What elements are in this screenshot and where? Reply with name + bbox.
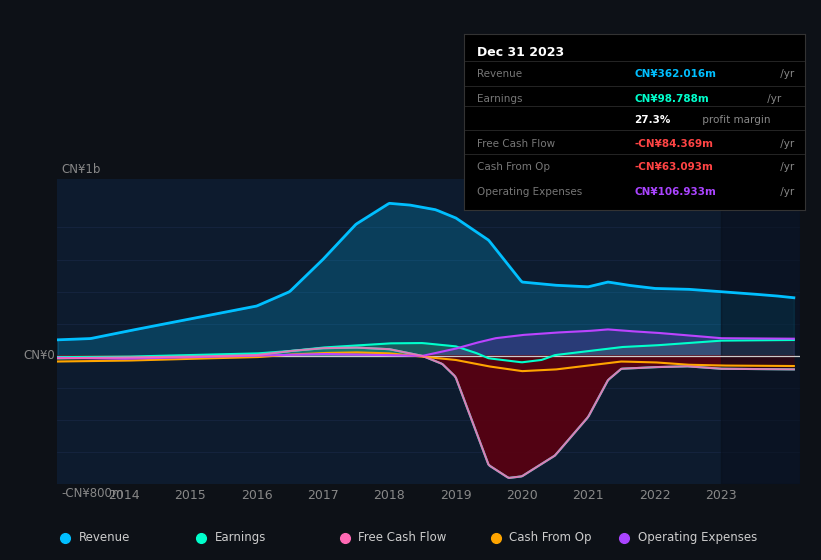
Bar <box>721 179 800 484</box>
Text: /yr: /yr <box>764 94 781 104</box>
Text: 2023: 2023 <box>705 489 736 502</box>
Text: CN¥0: CN¥0 <box>24 349 55 362</box>
Text: CN¥1b: CN¥1b <box>62 163 100 176</box>
Text: 2020: 2020 <box>506 489 538 502</box>
Text: /yr: /yr <box>777 187 794 197</box>
Text: 2018: 2018 <box>374 489 405 502</box>
Text: 2021: 2021 <box>572 489 604 502</box>
Text: Operating Expenses: Operating Expenses <box>478 187 583 197</box>
Text: /yr: /yr <box>777 162 794 172</box>
Text: 27.3%: 27.3% <box>635 115 671 125</box>
Text: Revenue: Revenue <box>79 531 131 544</box>
Text: Earnings: Earnings <box>478 94 523 104</box>
Text: Revenue: Revenue <box>478 69 523 79</box>
Text: -CN¥63.093m: -CN¥63.093m <box>635 162 713 172</box>
Text: /yr: /yr <box>777 69 794 79</box>
Text: Cash From Op: Cash From Op <box>478 162 551 172</box>
Text: CN¥106.933m: CN¥106.933m <box>635 187 716 197</box>
Text: CN¥362.016m: CN¥362.016m <box>635 69 716 79</box>
Text: 2016: 2016 <box>241 489 273 502</box>
Text: Earnings: Earnings <box>215 531 266 544</box>
Text: /yr: /yr <box>777 139 794 150</box>
Text: 2019: 2019 <box>440 489 471 502</box>
Text: Dec 31 2023: Dec 31 2023 <box>478 46 565 59</box>
Text: 2014: 2014 <box>108 489 140 502</box>
Text: CN¥98.788m: CN¥98.788m <box>635 94 709 104</box>
Text: Operating Expenses: Operating Expenses <box>638 531 757 544</box>
Text: 2015: 2015 <box>174 489 206 502</box>
Text: Cash From Op: Cash From Op <box>509 531 592 544</box>
Text: profit margin: profit margin <box>699 115 770 125</box>
Text: Free Cash Flow: Free Cash Flow <box>358 531 447 544</box>
Text: 2017: 2017 <box>307 489 339 502</box>
Text: Free Cash Flow: Free Cash Flow <box>478 139 556 150</box>
Text: -CN¥800m: -CN¥800m <box>62 487 123 501</box>
Text: 2022: 2022 <box>639 489 670 502</box>
Text: -CN¥84.369m: -CN¥84.369m <box>635 139 713 150</box>
